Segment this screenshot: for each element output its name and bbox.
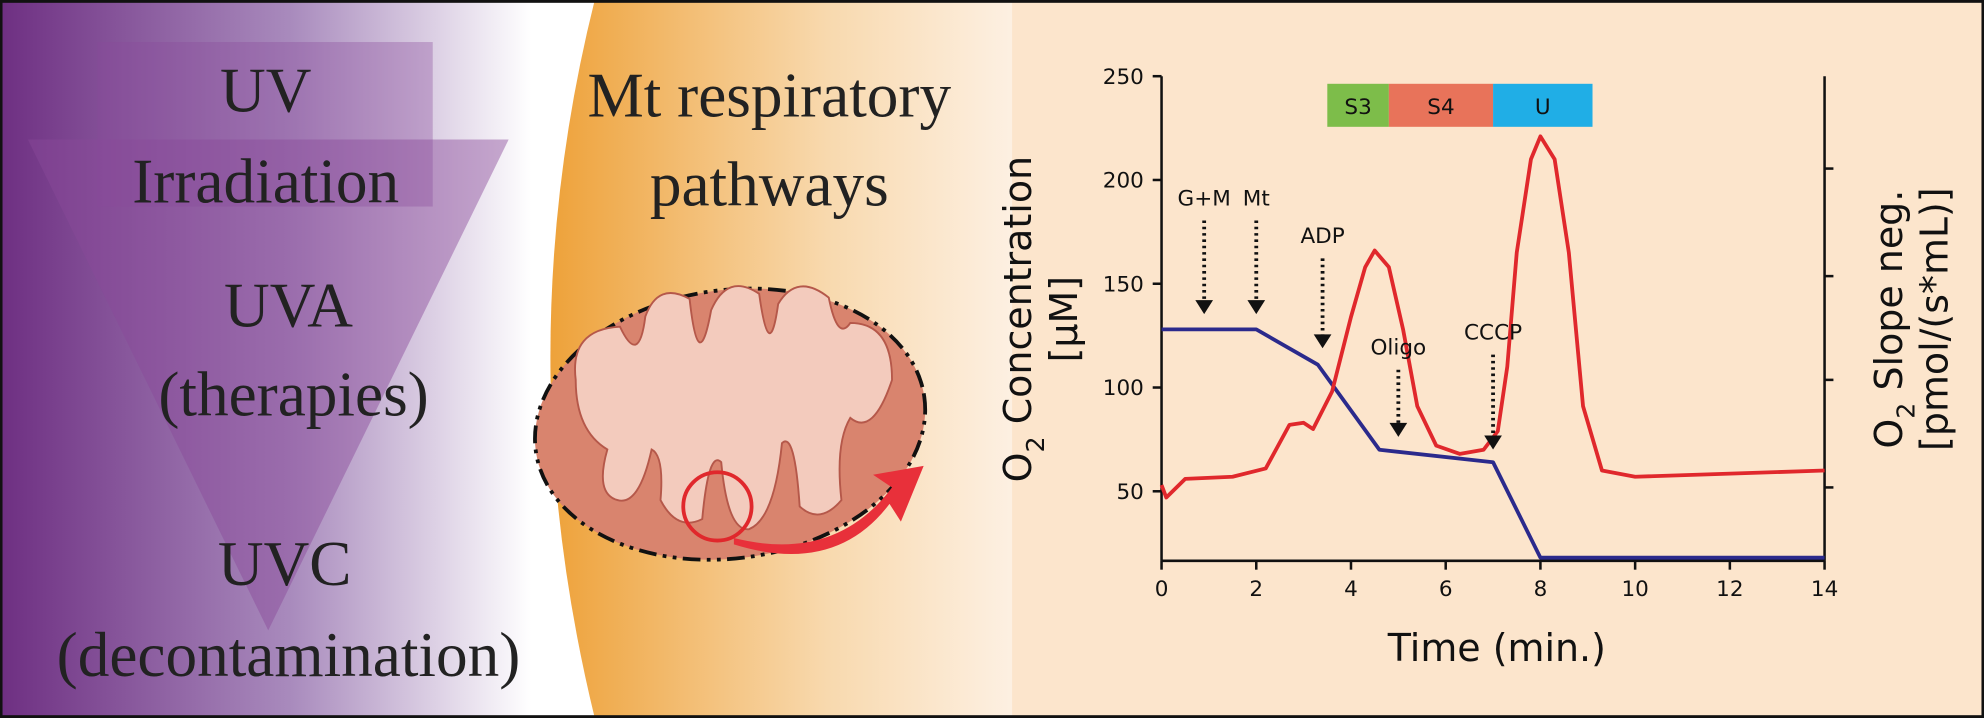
phase-bar: [1388, 83, 1494, 127]
y2-label-part: O: [1867, 419, 1911, 449]
x-tick-label: 14: [1811, 577, 1838, 602]
x-tick-label: 10: [1621, 577, 1648, 602]
y-tick-label: 150: [1103, 272, 1144, 297]
y2-label-part: 2: [1891, 403, 1920, 419]
annotation-label: Oligo: [1371, 336, 1427, 361]
panel-text: Irradiation: [132, 147, 399, 217]
annotation-label: ADP: [1300, 224, 1344, 249]
x-tick-label: 0: [1155, 577, 1169, 602]
series-line: [1161, 327, 1825, 560]
y-label-unit: [μM]: [1042, 276, 1086, 362]
uv-triangle: [27, 139, 509, 631]
svg-text:O2 Concentration: O2 Concentration: [996, 156, 1050, 482]
y-axis-title: O2 Concentration [μM]: [996, 156, 1086, 482]
y-tick-label: 250: [1103, 65, 1144, 90]
y-label-part: Concentration: [996, 156, 1040, 436]
panel-text: (therapies): [158, 359, 428, 429]
panel-text: (decontamination): [57, 620, 521, 690]
series-line: [1159, 134, 1825, 500]
phase-label: U: [1535, 95, 1551, 120]
uv-band: [0, 0, 532, 718]
arrow-head: [1313, 334, 1332, 349]
x-tick-label: 8: [1534, 577, 1548, 602]
panel-text: Mt respiratory: [588, 61, 952, 131]
svg-text:O2 Slope neg.: O2 Slope neg.: [1867, 190, 1921, 449]
phase-bar: [1493, 83, 1593, 127]
x-tick-label: 6: [1439, 577, 1453, 602]
phase-label: S3: [1344, 95, 1371, 120]
annotation-label: CCCP: [1464, 320, 1522, 345]
y2-axis-title: O2 Slope neg. [pmol/(s*mL)]: [1867, 187, 1957, 451]
annotation-label: G+M: [1178, 186, 1231, 211]
panel-text: UV: [220, 56, 311, 126]
y-tick-label: 200: [1103, 169, 1144, 194]
arrow-head: [1484, 435, 1502, 450]
arrow-head: [1195, 300, 1214, 315]
panel-text: pathways: [650, 149, 889, 219]
phase-bar: [1327, 83, 1389, 127]
x-axis-title: Time (min.): [1387, 626, 1606, 670]
y-label-part: 2: [1021, 436, 1050, 452]
y2-label-part: Slope neg.: [1867, 190, 1911, 403]
x-tick-label: 4: [1344, 577, 1358, 602]
panel-text: UVA: [224, 271, 353, 341]
annotation-label: Mt: [1243, 186, 1270, 211]
x-tick-label: 2: [1249, 577, 1263, 602]
y-tick-label: 100: [1103, 376, 1144, 401]
arrow-head: [1389, 422, 1408, 437]
phase-label: S4: [1427, 95, 1454, 120]
y-tick-label: 50: [1116, 480, 1143, 505]
uv-box: [97, 42, 433, 207]
mitochondrion: [533, 285, 928, 562]
y-label-part: O: [996, 452, 1040, 482]
panel-text: UVC: [218, 529, 352, 599]
y2-label-unit: [pmol/(s*mL)]: [1912, 187, 1956, 451]
arrow-head: [1247, 300, 1266, 315]
x-tick-label: 12: [1716, 577, 1743, 602]
